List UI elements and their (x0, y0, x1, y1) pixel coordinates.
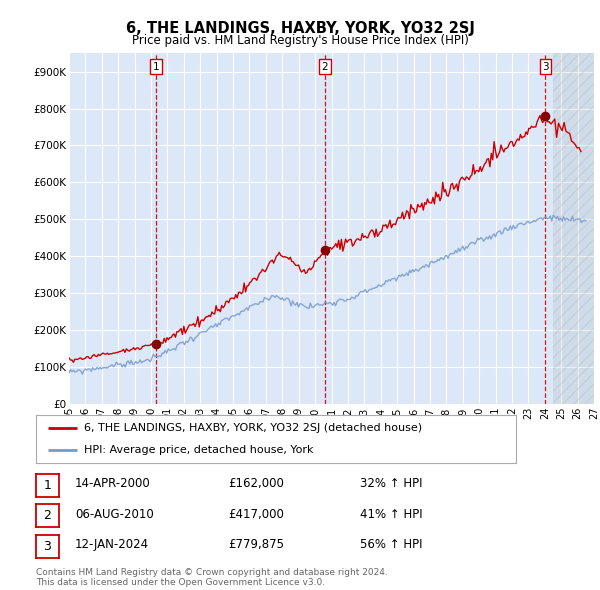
Text: 2: 2 (322, 62, 328, 72)
Text: 3: 3 (542, 62, 549, 72)
Text: 6, THE LANDINGS, HAXBY, YORK, YO32 2SJ: 6, THE LANDINGS, HAXBY, YORK, YO32 2SJ (125, 21, 475, 35)
Text: 6, THE LANDINGS, HAXBY, YORK, YO32 2SJ (detached house): 6, THE LANDINGS, HAXBY, YORK, YO32 2SJ (… (84, 423, 422, 433)
Bar (553, 53, 594, 404)
Text: 1: 1 (43, 478, 52, 492)
Text: 2: 2 (43, 509, 52, 523)
Text: £417,000: £417,000 (228, 508, 284, 521)
Text: 56% ↑ HPI: 56% ↑ HPI (360, 538, 422, 551)
Text: £162,000: £162,000 (228, 477, 284, 490)
Text: 14-APR-2000: 14-APR-2000 (75, 477, 151, 490)
Text: Contains HM Land Registry data © Crown copyright and database right 2024.
This d: Contains HM Land Registry data © Crown c… (36, 568, 388, 587)
Text: £779,875: £779,875 (228, 538, 284, 551)
Text: 1: 1 (152, 62, 159, 72)
Text: HPI: Average price, detached house, York: HPI: Average price, detached house, York (84, 445, 314, 455)
Text: 41% ↑ HPI: 41% ↑ HPI (360, 508, 422, 521)
Text: Price paid vs. HM Land Registry's House Price Index (HPI): Price paid vs. HM Land Registry's House … (131, 34, 469, 47)
Text: 3: 3 (43, 539, 52, 553)
Text: 32% ↑ HPI: 32% ↑ HPI (360, 477, 422, 490)
Text: 06-AUG-2010: 06-AUG-2010 (75, 508, 154, 521)
Text: 12-JAN-2024: 12-JAN-2024 (75, 538, 149, 551)
